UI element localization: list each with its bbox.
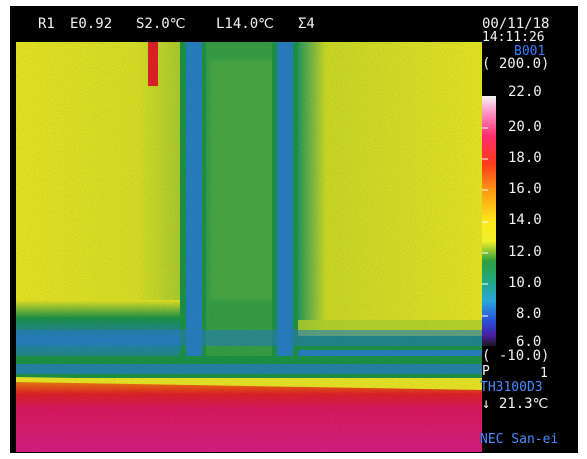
camera-model: TH3100D3	[480, 380, 543, 395]
scale-label-18: 18.0	[508, 150, 542, 166]
capture-date: 00/11/18	[482, 16, 550, 32]
point-temperature: ↓ 21.3℃	[482, 396, 549, 412]
scale-max: ( 200.0)	[482, 56, 550, 72]
emissivity-value: E0.92	[70, 16, 113, 32]
frame-number: B001	[514, 44, 546, 59]
capture-time: 14:11:26	[482, 30, 545, 45]
scale-label-6: 6.0	[516, 334, 542, 350]
scale-label-14: 14.0	[508, 212, 542, 228]
manufacturer-label: NEC San-ei	[480, 432, 559, 447]
range-id: R1	[38, 16, 55, 32]
mode-value: 1	[540, 366, 548, 381]
scale-min: ( -10.0)	[482, 348, 550, 364]
scale-label-12: 12.0	[508, 244, 542, 260]
mode-label: P	[482, 364, 490, 379]
scale-label-10: 10.0	[508, 275, 542, 291]
sensitivity-value: S2.0℃	[136, 16, 186, 32]
scale-label-20: 20.0	[508, 119, 542, 135]
color-scale-ticks	[482, 127, 488, 317]
scale-label-16: 16.0	[508, 181, 542, 197]
level-value: L14.0℃	[216, 16, 274, 32]
color-scale-bar	[482, 96, 496, 346]
hot-spot-marker	[148, 42, 158, 86]
scale-label-22: 22.0	[508, 84, 542, 100]
averaging-value: Σ4	[298, 16, 315, 32]
scale-label-8: 8.0	[516, 306, 542, 322]
